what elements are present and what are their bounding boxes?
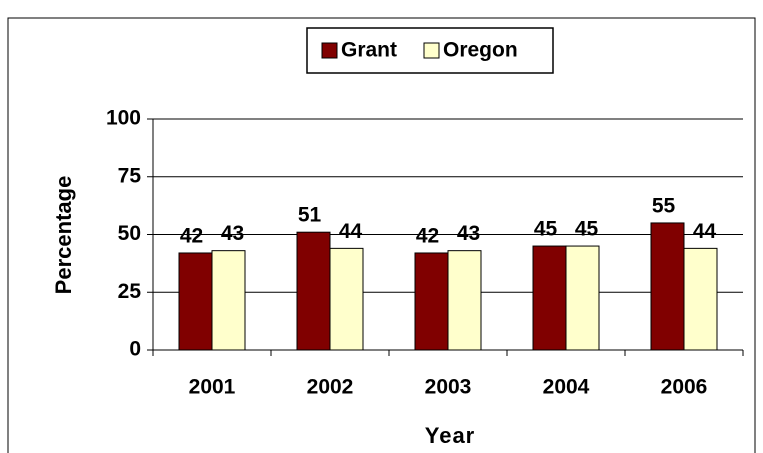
x-tick-label: 2004	[543, 376, 590, 399]
y-tick-label: 75	[118, 164, 142, 187]
bar	[296, 231, 331, 351]
data-label: 43	[221, 222, 244, 245]
bar	[565, 245, 600, 351]
legend-label: Grant	[341, 39, 397, 62]
x-tick-label: 2001	[189, 376, 236, 399]
data-label: 51	[298, 204, 322, 227]
y-tick-label: 100	[106, 107, 141, 130]
bar	[329, 247, 364, 351]
bar	[211, 250, 246, 351]
y-tick-label: 0	[129, 338, 141, 361]
chart-border	[7, 17, 756, 453]
bar	[650, 222, 685, 351]
y-tick-label: 50	[118, 222, 141, 245]
x-tick-label: 2002	[307, 376, 354, 399]
legend-swatch	[321, 42, 338, 59]
x-axis-label: Year	[425, 423, 476, 448]
data-label: 42	[416, 225, 439, 248]
data-label: 45	[534, 218, 558, 241]
bar	[683, 247, 718, 351]
data-label: 44	[339, 220, 363, 243]
data-label: 55	[652, 194, 676, 217]
y-tick-label: 25	[118, 280, 142, 303]
bar	[532, 245, 567, 351]
x-tick-label: 2003	[425, 376, 472, 399]
data-label: 43	[457, 222, 480, 245]
data-label: 44	[693, 220, 717, 243]
legend-label: Oregon	[443, 39, 518, 62]
bar	[414, 252, 449, 351]
bar	[447, 250, 482, 351]
bar	[178, 252, 213, 351]
data-label: 45	[575, 218, 599, 241]
legend-swatch	[423, 42, 440, 59]
data-label: 42	[180, 225, 203, 248]
y-axis-label: Percentage	[51, 176, 76, 295]
x-tick-label: 2006	[661, 376, 708, 399]
